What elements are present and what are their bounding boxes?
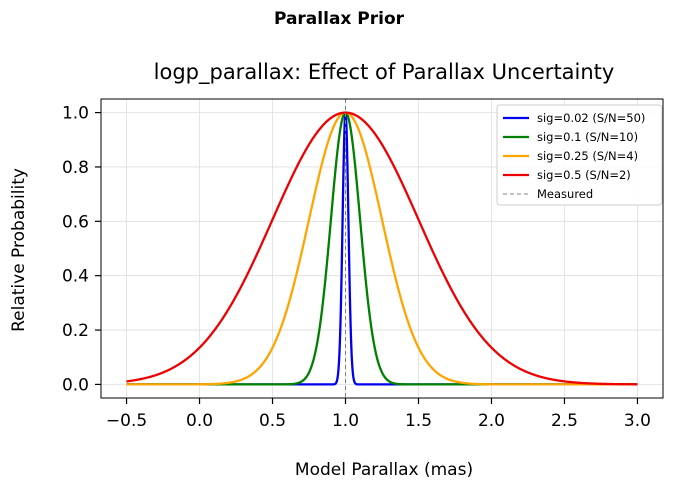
series-line [125,111,639,386]
x-tick-label: 2.5 [551,411,578,431]
y-tick-label: 1.0 [62,104,89,124]
chart-title: logp_parallax: Effect of Parallax Uncert… [154,60,615,85]
legend-label: sig=0.1 (S/N=10) [537,130,638,144]
x-tick-label: 1.5 [405,411,432,431]
x-tick-label: −0.5 [106,411,147,431]
axis-ticks: −0.5 0.0 0.5 1.0 1.5 2.0 2.5 3.0 0.0 0.2 0.4 0.6 0.8… [62,104,651,431]
y-tick-label: 0.6 [62,212,89,232]
x-tick-label: 0.5 [259,411,286,431]
legend-box [496,104,663,206]
x-tick-label: 1.0 [332,411,359,431]
x-tick-label: 0.0 [186,411,213,431]
legend-label: Measured [537,187,593,201]
y-axis-label: Relative Probability [9,168,29,332]
x-tick-label: 2.0 [478,411,505,431]
y-tick-label: 0.4 [62,267,89,287]
figure-suptitle: Parallax Prior [274,9,405,29]
legend-label: sig=0.02 (S/N=50) [537,111,645,125]
y-tick-label: 0.0 [62,375,89,395]
plot-lines [125,99,639,398]
y-tick-label: 0.2 [62,321,89,341]
legend: sig=0.02 (S/N=50) sig=0.1 (S/N=10) sig=0.2… [496,104,663,206]
axes-frame [100,98,664,399]
series-line [125,111,639,386]
legend-label: sig=0.5 (S/N=2) [537,168,631,182]
x-axis-label: Model Parallax (mas) [295,460,473,480]
y-tick-label: 0.8 [62,158,89,178]
legend-label: sig=0.25 (S/N=4) [537,149,638,163]
x-tick-label: 3.0 [624,411,651,431]
